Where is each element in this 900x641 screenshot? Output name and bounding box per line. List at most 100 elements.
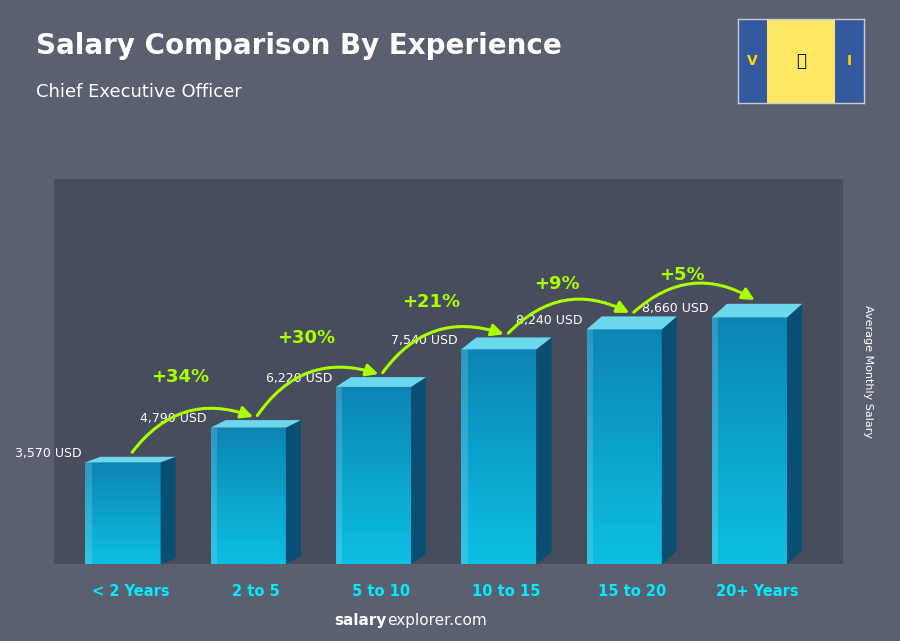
Bar: [86, 475, 160, 478]
Bar: [587, 329, 662, 335]
Bar: [86, 538, 160, 541]
Bar: [211, 496, 286, 499]
Bar: [211, 435, 286, 438]
Bar: [211, 445, 286, 448]
Bar: [211, 533, 286, 537]
Text: 10 to 15: 10 to 15: [472, 584, 541, 599]
Bar: [462, 446, 536, 451]
Bar: [712, 410, 788, 416]
Bar: [712, 317, 788, 324]
Text: 8,240 USD: 8,240 USD: [517, 314, 583, 327]
Text: 2 to 5: 2 to 5: [232, 584, 280, 599]
Bar: [211, 526, 286, 530]
Bar: [211, 482, 286, 486]
Bar: [336, 485, 411, 489]
Bar: [86, 483, 160, 485]
Bar: [587, 453, 662, 458]
Bar: [462, 510, 536, 516]
Bar: [462, 505, 536, 510]
Bar: [712, 515, 788, 521]
Bar: [336, 471, 411, 476]
Text: < 2 Years: < 2 Years: [92, 584, 169, 599]
Bar: [211, 472, 286, 476]
Bar: [712, 428, 788, 435]
Bar: [462, 467, 536, 473]
Polygon shape: [411, 377, 427, 564]
Polygon shape: [662, 317, 677, 564]
Bar: [462, 532, 536, 537]
Bar: [462, 424, 536, 430]
Bar: [587, 347, 662, 353]
Bar: [336, 511, 411, 515]
Bar: [712, 416, 788, 422]
Text: 20+ Years: 20+ Years: [716, 584, 798, 599]
Bar: [336, 515, 411, 520]
Bar: [211, 510, 286, 513]
Bar: [587, 499, 662, 505]
Bar: [462, 451, 536, 456]
Bar: [462, 521, 536, 526]
Bar: [712, 552, 788, 558]
Bar: [86, 544, 160, 546]
Bar: [587, 406, 662, 412]
Bar: [336, 546, 411, 551]
Bar: [211, 557, 286, 561]
Bar: [336, 462, 411, 467]
Bar: [336, 404, 411, 409]
Bar: [211, 462, 286, 465]
Bar: [211, 428, 286, 431]
Bar: [211, 561, 286, 564]
Bar: [462, 419, 536, 424]
Bar: [336, 413, 411, 418]
Bar: [86, 536, 160, 538]
Bar: [211, 479, 286, 482]
Bar: [462, 478, 536, 483]
Bar: [462, 413, 536, 419]
Bar: [336, 555, 411, 560]
Bar: [712, 453, 788, 459]
Bar: [336, 409, 411, 413]
Bar: [211, 544, 286, 547]
Bar: [211, 551, 286, 554]
Bar: [587, 547, 662, 553]
Bar: [587, 505, 662, 512]
Polygon shape: [286, 420, 301, 564]
Bar: [86, 506, 160, 508]
Bar: [336, 431, 411, 436]
Text: Salary Comparison By Experience: Salary Comparison By Experience: [36, 32, 562, 60]
Bar: [86, 528, 160, 531]
Bar: [712, 360, 788, 367]
Text: 8,660 USD: 8,660 USD: [642, 302, 708, 315]
Bar: [462, 548, 536, 553]
Bar: [86, 521, 160, 524]
Bar: [211, 523, 286, 526]
Bar: [86, 503, 160, 506]
Bar: [211, 503, 286, 506]
Bar: [712, 392, 788, 397]
Bar: [587, 370, 662, 376]
Text: 🦅: 🦅: [796, 52, 806, 70]
Bar: [211, 486, 286, 489]
Bar: [86, 511, 160, 513]
Bar: [211, 537, 286, 540]
Bar: [336, 502, 411, 506]
Bar: [336, 391, 411, 395]
Polygon shape: [587, 329, 593, 564]
Bar: [462, 354, 536, 360]
Bar: [587, 388, 662, 394]
Bar: [587, 470, 662, 476]
Bar: [587, 341, 662, 347]
Bar: [587, 464, 662, 470]
Bar: [462, 430, 536, 435]
Polygon shape: [587, 317, 677, 329]
Bar: [712, 472, 788, 478]
Bar: [336, 400, 411, 404]
Polygon shape: [86, 457, 176, 462]
Bar: [712, 527, 788, 533]
Bar: [336, 493, 411, 497]
Bar: [587, 435, 662, 441]
Bar: [587, 535, 662, 540]
Text: 3,570 USD: 3,570 USD: [15, 447, 82, 460]
Bar: [712, 422, 788, 428]
Bar: [587, 441, 662, 447]
